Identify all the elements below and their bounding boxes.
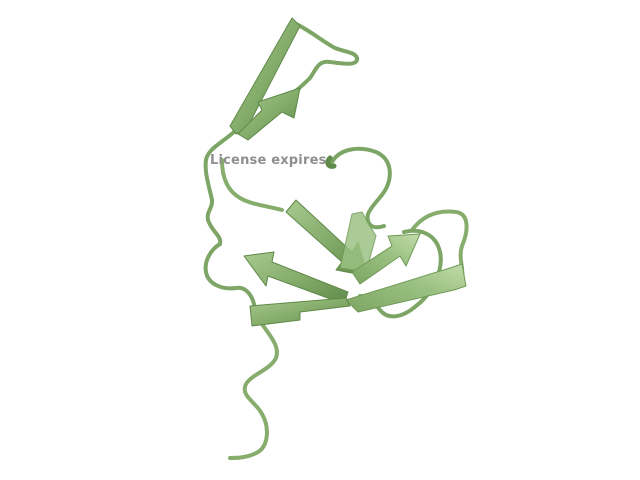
beta-strand-upper-2 bbox=[237, 87, 301, 141]
loop-left-mid bbox=[220, 158, 284, 212]
loop-left-lower bbox=[203, 242, 256, 306]
loop-top-right bbox=[330, 146, 392, 230]
loop-left-upper bbox=[203, 128, 238, 246]
beta-strand-center-4 bbox=[243, 251, 349, 305]
protein-cartoon bbox=[203, 17, 469, 460]
beta-strand-lower bbox=[249, 297, 351, 327]
loop-bottom bbox=[228, 322, 279, 460]
beta-strand-right bbox=[345, 263, 467, 313]
loop-n-term bbox=[325, 155, 337, 169]
loop-right-hairpin bbox=[410, 209, 469, 280]
beta-strand-center-3 bbox=[351, 233, 421, 285]
loop-top bbox=[280, 20, 359, 102]
